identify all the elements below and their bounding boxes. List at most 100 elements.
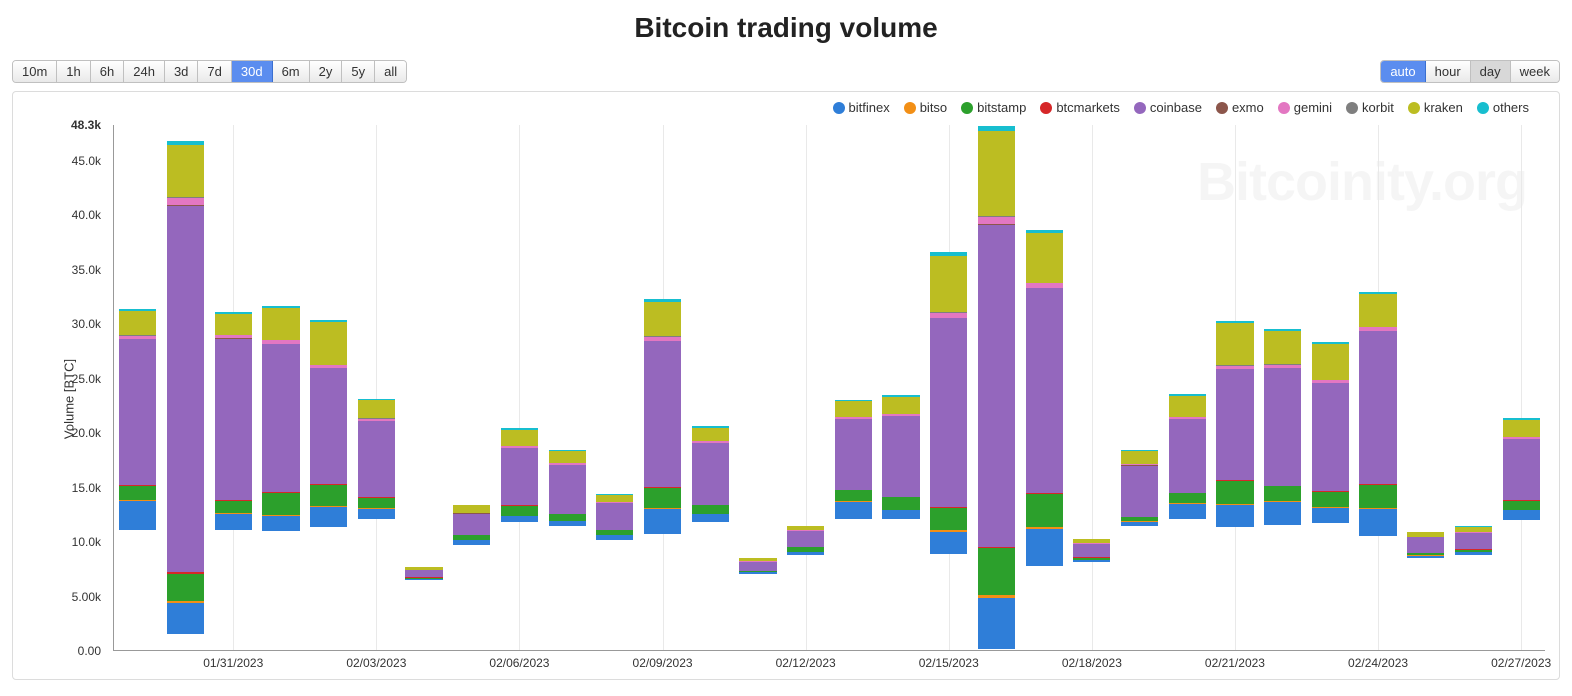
bar-segment-bitfinex (739, 572, 776, 574)
bar-segment-kraken (1169, 396, 1206, 417)
bar-column[interactable] (358, 399, 395, 650)
bar-column[interactable] (215, 312, 252, 650)
y-tick: 10.0k (13, 535, 101, 549)
bar-segment-bitstamp (501, 506, 538, 516)
range-button-2y[interactable]: 2y (310, 61, 343, 82)
bar-column[interactable] (549, 450, 586, 650)
range-button-24h[interactable]: 24h (124, 61, 165, 82)
x-tick-label: 02/24/2023 (1348, 656, 1408, 670)
range-button-5y[interactable]: 5y (342, 61, 375, 82)
bar-column[interactable] (262, 306, 299, 650)
bar-column[interactable] (644, 299, 681, 650)
plot-area: Bitcoinity.org 01/31/202302/03/202302/06… (113, 125, 1545, 651)
bar-column[interactable] (310, 320, 347, 650)
bar-segment-coinbase (215, 339, 252, 500)
bar-segment-bitfinex (978, 598, 1015, 649)
legend-item-exmo[interactable]: exmo (1216, 100, 1264, 115)
bar-column[interactable] (739, 558, 776, 650)
bar-column[interactable] (1455, 526, 1492, 650)
bar-segment-coinbase (358, 421, 395, 497)
bar-column[interactable] (978, 126, 1015, 650)
bar-segment-bitfinex (215, 514, 252, 529)
bar-segment-bitfinex (1216, 505, 1253, 527)
range-button-6m[interactable]: 6m (273, 61, 310, 82)
legend-swatch-korbit (1346, 102, 1358, 114)
bar-segment-coinbase (119, 339, 156, 485)
bar-segment-bitfinex (692, 514, 729, 521)
bar-segment-kraken (1026, 233, 1063, 283)
bar-column[interactable] (1169, 394, 1206, 650)
bar-column[interactable] (1503, 418, 1540, 650)
legend-item-bitstamp[interactable]: bitstamp (961, 100, 1026, 115)
bar-segment-coinbase (1407, 537, 1444, 552)
resolution-button-week[interactable]: week (1511, 61, 1559, 82)
bar-segment-bitstamp (1264, 486, 1301, 501)
range-button-6h[interactable]: 6h (91, 61, 124, 82)
bar-column[interactable] (787, 526, 824, 650)
legend-swatch-bitso (904, 102, 916, 114)
bar-column[interactable] (119, 309, 156, 650)
bar-column[interactable] (1073, 539, 1110, 650)
chart-card: bitfinex bitso bitstamp btcmarkets coinbase e… (12, 91, 1560, 680)
chart-container: Bitcoin trading volume 10m1h6h24h3d7d30d… (0, 0, 1572, 688)
bar-segment-coinbase (501, 448, 538, 505)
range-button-10m[interactable]: 10m (13, 61, 57, 82)
bar-column[interactable] (1312, 342, 1349, 650)
bar-column[interactable] (596, 494, 633, 650)
bar-segment-kraken (358, 400, 395, 418)
y-tick: 5.00k (13, 590, 101, 604)
y-tick: 0.00 (13, 644, 101, 658)
legend-item-gemini[interactable]: gemini (1278, 100, 1332, 115)
bar-column[interactable] (405, 567, 442, 650)
bar-column[interactable] (1359, 292, 1396, 650)
bar-column[interactable] (453, 505, 490, 650)
bar-column[interactable] (692, 426, 729, 650)
range-button-7d[interactable]: 7d (198, 61, 231, 82)
legend-item-bitfinex[interactable]: bitfinex (833, 100, 890, 115)
legend-item-korbit[interactable]: korbit (1346, 100, 1394, 115)
bar-segment-bitfinex (358, 509, 395, 519)
bar-column[interactable] (930, 252, 967, 650)
bar-segment-coinbase (1264, 368, 1301, 486)
bar-segment-bitstamp (1359, 485, 1396, 508)
bar-segment-bitfinex (644, 509, 681, 534)
bar-segment-bitfinex (1073, 560, 1110, 563)
bar-column[interactable] (1121, 450, 1158, 650)
x-tick-label: 01/31/2023 (203, 656, 263, 670)
resolution-button-day[interactable]: day (1471, 61, 1511, 82)
bar-segment-kraken (1312, 344, 1349, 380)
legend-item-others[interactable]: others (1477, 100, 1529, 115)
legend-label-gemini: gemini (1294, 100, 1332, 115)
bar-segment-kraken (978, 131, 1015, 217)
legend-item-bitso[interactable]: bitso (904, 100, 947, 115)
range-button-3d[interactable]: 3d (165, 61, 198, 82)
bar-segment-bitstamp (930, 508, 967, 530)
bar-segment-bitstamp (882, 497, 919, 509)
bar-column[interactable] (501, 428, 538, 650)
bar-column[interactable] (882, 395, 919, 650)
legend-item-kraken[interactable]: kraken (1408, 100, 1463, 115)
bar-column[interactable] (1407, 532, 1444, 650)
bar-segment-kraken (549, 451, 586, 463)
bar-column[interactable] (1216, 321, 1253, 650)
resolution-button-hour[interactable]: hour (1426, 61, 1471, 82)
bar-segment-bitfinex (119, 501, 156, 531)
bar-column[interactable] (167, 141, 204, 650)
range-button-30d[interactable]: 30d (232, 61, 273, 82)
bar-column[interactable] (1026, 230, 1063, 650)
bar-segment-coinbase (1455, 533, 1492, 550)
bar-column[interactable] (1264, 329, 1301, 650)
legend-item-btcmarkets[interactable]: btcmarkets (1040, 100, 1120, 115)
legend-item-coinbase[interactable]: coinbase (1134, 100, 1202, 115)
resolution-button-auto[interactable]: auto (1381, 61, 1425, 82)
y-tick: 20.0k (13, 426, 101, 440)
bar-segment-coinbase (739, 562, 776, 571)
range-button-all[interactable]: all (375, 61, 406, 82)
bar-segment-coinbase (1359, 331, 1396, 484)
bar-segment-coinbase (835, 419, 872, 489)
bar-segment-gemini (167, 198, 204, 205)
bar-column[interactable] (835, 400, 872, 650)
bar-segment-coinbase (692, 443, 729, 505)
chart-title: Bitcoin trading volume (12, 12, 1560, 44)
range-button-1h[interactable]: 1h (57, 61, 90, 82)
